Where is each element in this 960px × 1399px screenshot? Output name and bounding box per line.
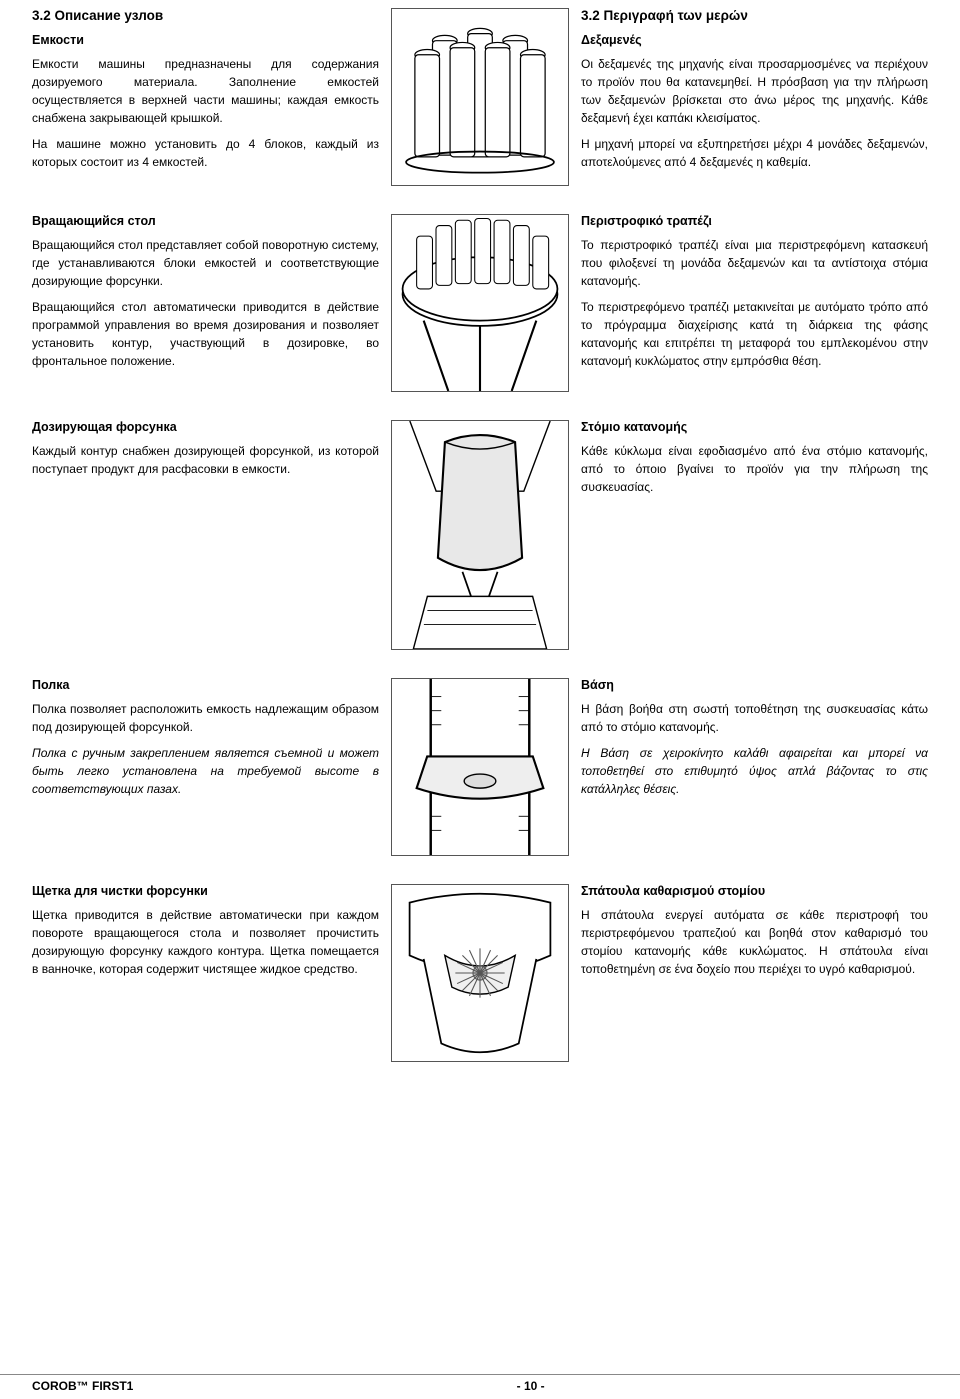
right-subtitle: Σπάτουλα καθαρισμού στομίου [581, 884, 928, 898]
left-col: 3.2 Описание узлов Емкости Емкости машин… [32, 8, 379, 179]
figure-turntable [391, 214, 569, 392]
para: Το περιστροφικό τραπέζι είναι μια περιστ… [581, 236, 928, 290]
right-col: Βάση Η βάση βοήθα στη σωστή τοποθέτηση τ… [581, 678, 928, 806]
right-subtitle: Περιστροφικό τραπέζι [581, 214, 928, 228]
section-nozzle: Дозирующая форсунка Каждый контур снабже… [32, 420, 928, 650]
para: Το περιστρεφόμενο τραπέζι μετακινείται μ… [581, 298, 928, 370]
section-canisters: 3.2 Описание узлов Емкости Емкости машин… [32, 8, 928, 186]
section-brush: Щетка для чистки форсунки Щетка приводит… [32, 884, 928, 1062]
left-subtitle: Емкости [32, 33, 379, 47]
figure-brush [391, 884, 569, 1062]
left-subtitle: Вращающийся стол [32, 214, 379, 228]
right-subtitle: Βάση [581, 678, 928, 692]
para: На машине можно установить до 4 блоков, … [32, 135, 379, 171]
right-heading: 3.2 Περιγραφή των μερών [581, 8, 928, 23]
right-col: Στόμιο κατανομής Κάθε κύκλωμα είναι εφοδ… [581, 420, 928, 504]
para: Емкости машины предназначены для содержа… [32, 55, 379, 127]
section-turntable: Вращающийся стол Вращающийся стол предст… [32, 214, 928, 392]
left-subtitle: Щетка для чистки форсунки [32, 884, 379, 898]
para: Η μηχανή μπορεί να εξυπηρετήσει μέχρι 4 … [581, 135, 928, 171]
left-col: Вращающийся стол Вращающийся стол предст… [32, 214, 379, 378]
right-col: 3.2 Περιγραφή των μερών Δεξαμενές Οι δεξ… [581, 8, 928, 179]
para: Каждый контур снабжен дозирующей форсунк… [32, 442, 379, 478]
right-col: Περιστροφικό τραπέζι Το περιστροφικό τρα… [581, 214, 928, 378]
para: Κάθε κύκλωμα είναι εφοδιασμένο από ένα σ… [581, 442, 928, 496]
footer-left: COROB™ FIRST1 [32, 1379, 133, 1393]
right-col: Σπάτουλα καθαρισμού στομίου Η σπάτουλα ε… [581, 884, 928, 986]
para: Полка позволяет расположить емкость надл… [32, 700, 379, 736]
footer-page: - 10 - [517, 1379, 545, 1393]
para: Вращающийся стол представляет собой пово… [32, 236, 379, 290]
para: Вращающийся стол автоматически приводитс… [32, 298, 379, 370]
right-subtitle: Στόμιο κατανομής [581, 420, 928, 434]
para: Η σπάτουλα ενεργεί αυτόματα σε κάθε περι… [581, 906, 928, 978]
right-subtitle: Δεξαμενές [581, 33, 928, 47]
left-col: Дозирующая форсунка Каждый контур снабже… [32, 420, 379, 486]
left-col: Щетка для чистки форсунки Щетка приводит… [32, 884, 379, 986]
para: Η βάση βοήθα στη σωστή τοποθέτηση της συ… [581, 700, 928, 736]
left-subtitle: Дозирующая форсунка [32, 420, 379, 434]
para: Οι δεξαμενές της μηχανής είναι προσαρμοσ… [581, 55, 928, 127]
figure-shelf [391, 678, 569, 856]
left-subtitle: Полка [32, 678, 379, 692]
para-italic: Η Βάση σε χειροκίνητο καλάθι αφαιρείται … [581, 744, 928, 798]
para: Щетка приводится в действие автоматическ… [32, 906, 379, 978]
figure-nozzle [391, 420, 569, 650]
section-shelf: Полка Полка позволяет расположить емкост… [32, 678, 928, 856]
left-heading: 3.2 Описание узлов [32, 8, 379, 23]
page-footer: COROB™ FIRST1 - 10 - [0, 1374, 960, 1393]
left-col: Полка Полка позволяет расположить емкост… [32, 678, 379, 806]
figure-canisters [391, 8, 569, 186]
para-italic: Полка с ручным закреплением является съе… [32, 744, 379, 798]
